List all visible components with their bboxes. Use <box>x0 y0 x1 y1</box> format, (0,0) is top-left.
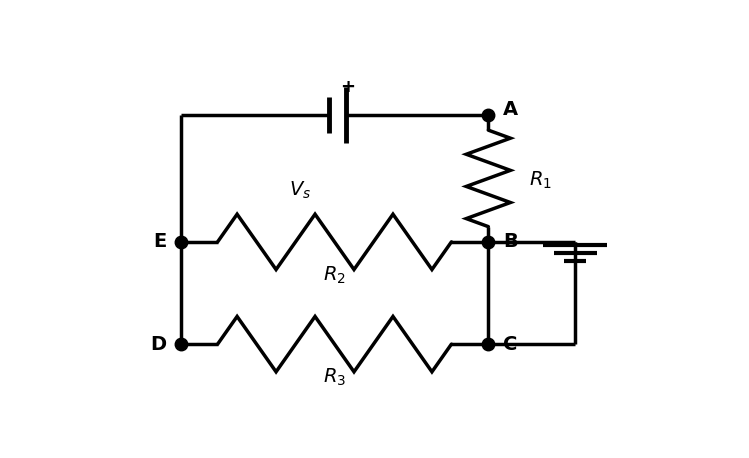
Text: +: + <box>340 78 355 96</box>
Text: A: A <box>503 100 518 119</box>
Text: C: C <box>503 335 518 354</box>
Text: $V_s$: $V_s$ <box>288 180 311 202</box>
Text: $R_1$: $R_1$ <box>529 169 552 191</box>
Text: D: D <box>150 335 166 354</box>
Text: E: E <box>153 232 166 251</box>
Text: B: B <box>503 232 518 251</box>
Text: $R_2$: $R_2$ <box>323 265 346 286</box>
Text: $R_3$: $R_3$ <box>323 367 346 388</box>
